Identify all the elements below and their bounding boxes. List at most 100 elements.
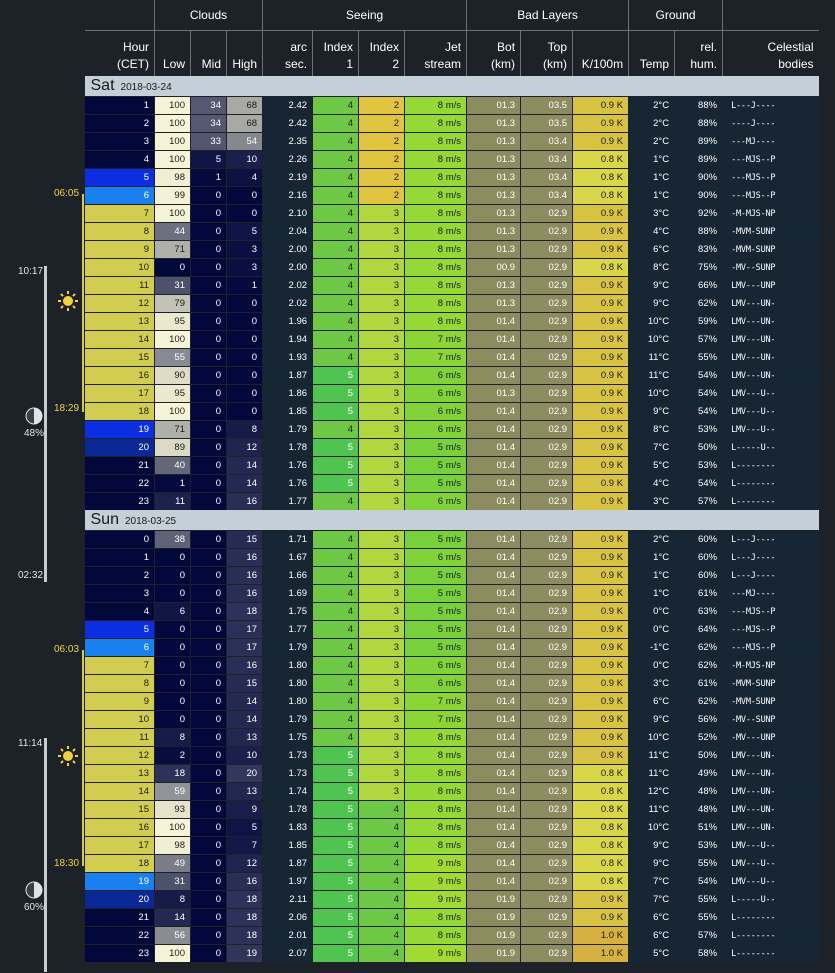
clouds-high-cell: 5: [225, 222, 263, 241]
seeing-arcsec-cell: 2.42: [262, 114, 313, 133]
clouds-low-cell: 100: [154, 96, 191, 115]
celestial-bodies-cell: ---MJS--P: [722, 638, 819, 657]
bad-layer-bottom-cell: 01.4: [466, 312, 521, 331]
seeing-arcsec-cell: 2.01: [262, 926, 313, 945]
humidity-cell: 54%: [674, 384, 723, 403]
clouds-low-cell: 98: [154, 836, 191, 855]
seeing-arcsec-cell: 2.07: [262, 944, 313, 962]
column-header-temp: Temp: [628, 30, 675, 76]
celestial-bodies-cell: -M-MJS-NP: [722, 204, 819, 223]
bad-layer-k-cell: 1.0 K: [572, 926, 629, 945]
temperature-cell: 6°C: [628, 926, 675, 945]
clouds-mid-cell: 34: [190, 114, 227, 133]
seeing-arcsec-cell: 2.42: [262, 96, 313, 115]
bad-layer-k-cell: 1.0 K: [572, 944, 629, 962]
bad-layer-k-cell: 0.8 K: [572, 800, 629, 819]
bad-layer-top-cell: 02.9: [520, 530, 573, 549]
column-header-celestial-bodies: Celestial bodies: [722, 30, 819, 76]
celestial-bodies-cell: LMV---UN-: [722, 800, 819, 819]
clouds-mid-cell: 0: [190, 186, 227, 205]
hour-cell: 18: [84, 854, 155, 873]
bad-layer-top-cell: 02.9: [520, 656, 573, 675]
jet-stream-cell: 7 m/s: [404, 330, 467, 349]
temperature-cell: 9°C: [628, 402, 675, 421]
seeing-arcsec-cell: 2.06: [262, 908, 313, 927]
temperature-cell: 4°C: [628, 474, 675, 493]
hour-cell: 8: [84, 674, 155, 693]
clouds-high-cell: 5: [225, 818, 263, 837]
bad-layer-k-cell: 0.9 K: [572, 530, 629, 549]
seeing-index-1-cell: 4: [312, 294, 359, 313]
hour-row: 14 59 0 13 1.74 5 3 8 m/s 01.4 02.9 0.8 K 12°C 48% LM…: [84, 782, 819, 801]
seeing-index-1-cell: 5: [312, 456, 359, 475]
clouds-low-cell: 0: [154, 656, 191, 675]
hour-cell: 7: [84, 204, 155, 223]
clouds-mid-cell: 0: [190, 294, 227, 313]
clouds-high-cell: 12: [225, 854, 263, 873]
clouds-low-cell: 14: [154, 908, 191, 927]
temperature-cell: 7°C: [628, 890, 675, 909]
hour-row: 20 89 0 12 1.78 5 3 5 m/s 01.4 02.9 0.9 K 7°C 50% L--…: [84, 438, 819, 457]
bad-layer-bottom-cell: 01.3: [466, 114, 521, 133]
moon-visibility-line-sat: [44, 266, 47, 582]
celestial-bodies-cell: -M-MJS-NP: [722, 656, 819, 675]
celestial-bodies-cell: L---J----: [722, 530, 819, 549]
seeing-arcsec-cell: 1.74: [262, 782, 313, 801]
humidity-cell: 48%: [674, 782, 723, 801]
bad-layer-bottom-cell: 01.4: [466, 348, 521, 367]
clouds-high-cell: 0: [225, 312, 263, 331]
clouds-high-cell: 0: [225, 186, 263, 205]
humidity-cell: 92%: [674, 204, 723, 223]
humidity-cell: 62%: [674, 692, 723, 711]
temperature-cell: 10°C: [628, 384, 675, 403]
seeing-index-2-cell: 3: [358, 764, 405, 783]
humidity-cell: 89%: [674, 150, 723, 169]
hour-cell: 1: [84, 548, 155, 567]
bad-layer-top-cell: 02.9: [520, 384, 573, 403]
hour-row: 19 71 0 8 1.79 4 3 6 m/s 01.4 02.9 0.9 K 8°C 53% LMV-…: [84, 420, 819, 439]
humidity-cell: 53%: [674, 420, 723, 439]
bad-layer-k-cell: 0.8 K: [572, 836, 629, 855]
seeing-index-2-cell: 3: [358, 240, 405, 259]
bad-layer-bottom-cell: 01.4: [466, 438, 521, 457]
jet-stream-cell: 8 m/s: [404, 258, 467, 277]
jet-stream-cell: 6 m/s: [404, 656, 467, 675]
clouds-mid-cell: 0: [190, 492, 227, 510]
jet-stream-cell: 5 m/s: [404, 584, 467, 603]
seeing-index-1-cell: 4: [312, 204, 359, 223]
clouds-low-cell: 100: [154, 944, 191, 962]
clouds-high-cell: 54: [225, 132, 263, 151]
seeing-index-2-cell: 3: [358, 276, 405, 295]
bad-layer-k-cell: 0.9 K: [572, 294, 629, 313]
hour-row: 18 49 0 12 1.87 5 4 9 m/s 01.4 02.9 0.8 K 9°C 55% LMV…: [84, 854, 819, 873]
bad-layer-bottom-cell: 01.9: [466, 890, 521, 909]
seeing-index-2-cell: 3: [358, 548, 405, 567]
temperature-cell: 10°C: [628, 818, 675, 837]
bad-layer-k-cell: 0.9 K: [572, 566, 629, 585]
jet-stream-cell: 8 m/s: [404, 276, 467, 295]
bad-layer-bottom-cell: 01.4: [466, 692, 521, 711]
clouds-low-cell: 0: [154, 638, 191, 657]
clouds-low-cell: 0: [154, 620, 191, 639]
seeing-index-1-cell: 4: [312, 258, 359, 277]
celestial-bodies-cell: LMV---U--: [722, 854, 819, 873]
clouds-high-cell: 8: [225, 420, 263, 439]
seeing-index-1-cell: 4: [312, 96, 359, 115]
sunset-time-sun: 18:30: [54, 858, 80, 869]
column-header-row: Hour (CET) Low Mid High arc sec. Index 1 Index 2 Je…: [84, 30, 819, 76]
hour-row: 9 71 0 3 2.00 4 3 8 m/s 01.3 02.9 0.9 K 6°C 83% -MVM-…: [84, 240, 819, 259]
seeing-index-2-cell: 3: [358, 656, 405, 675]
humidity-cell: 88%: [674, 114, 723, 133]
bad-layer-bottom-cell: 01.3: [466, 222, 521, 241]
celestial-bodies-cell: ---MJ----: [722, 584, 819, 603]
clouds-mid-cell: 0: [190, 710, 227, 729]
celestial-bodies-cell: LMV---UN-: [722, 294, 819, 313]
humidity-cell: 60%: [674, 530, 723, 549]
humidity-cell: 60%: [674, 548, 723, 567]
hour-cell: 8: [84, 222, 155, 241]
celestial-bodies-cell: -MV--SUNP: [722, 710, 819, 729]
clouds-mid-cell: 0: [190, 204, 227, 223]
hour-row: 8 0 0 15 1.80 4 3 6 m/s 01.4 02.9 0.9 K 3°C 61% -MVM-…: [84, 674, 819, 693]
humidity-cell: 83%: [674, 240, 723, 259]
day-date: 2018-03-24: [120, 82, 172, 93]
